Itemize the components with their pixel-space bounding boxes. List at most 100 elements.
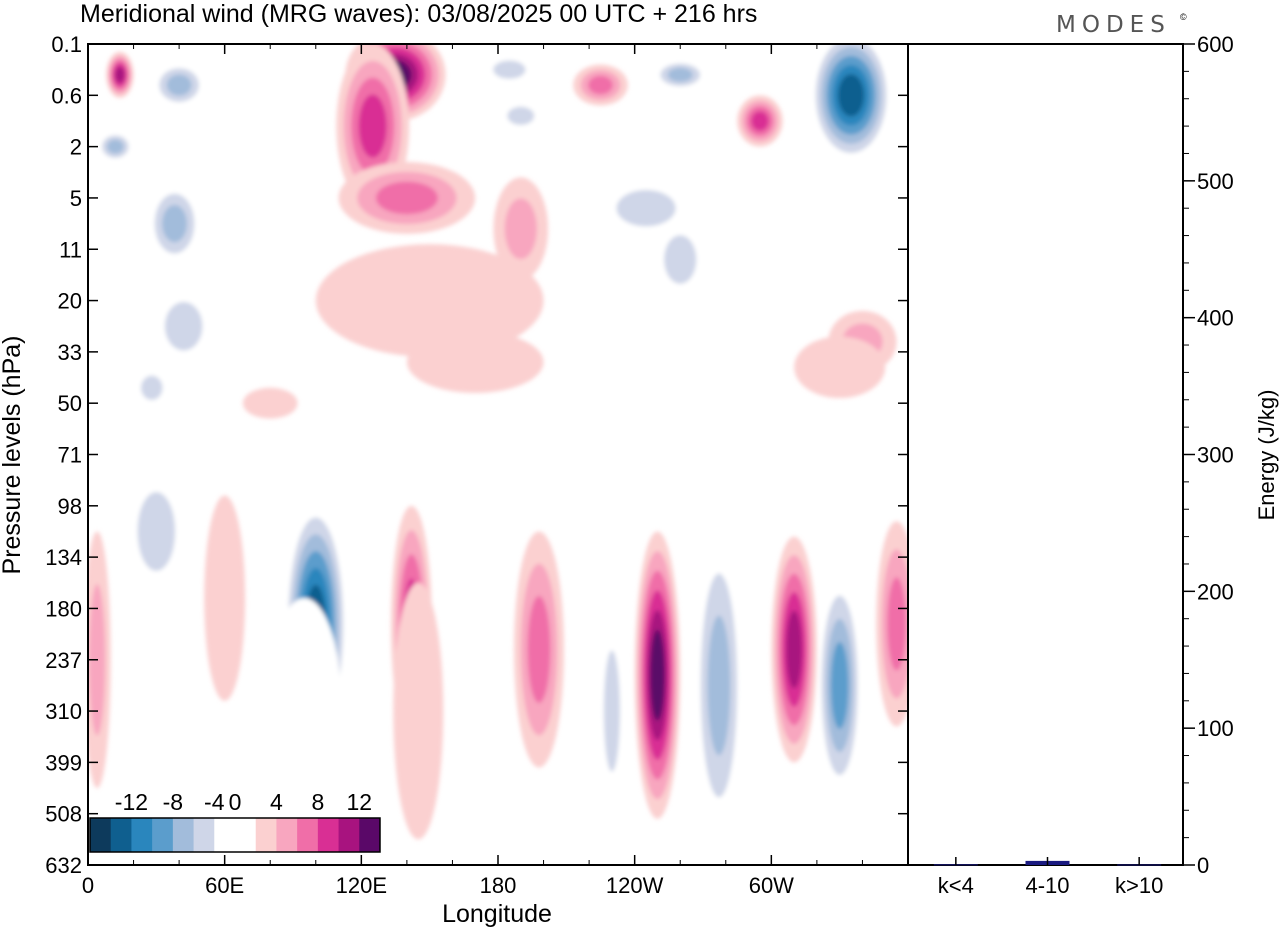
- wind-blob: [498, 100, 544, 132]
- wind-contour-level: [204, 495, 246, 701]
- colorbar: -12 -8 -4 0 4 8 12: [89, 789, 381, 853]
- energy-tick-label: 100: [1197, 716, 1234, 741]
- wind-blob: [482, 54, 537, 86]
- energy-tick-label: 500: [1197, 169, 1234, 194]
- x-tick-label: 120E: [336, 873, 387, 898]
- contour-field: [88, 44, 908, 840]
- wind-contour-level: [838, 74, 865, 117]
- colorbar-swatch: [152, 818, 174, 852]
- wind-contour-level: [406, 331, 544, 393]
- energy-tick-label: 200: [1197, 579, 1234, 604]
- y-tick-label: 508: [45, 802, 82, 827]
- y-tick-label: 0.1: [51, 32, 82, 57]
- wind-contour-level: [493, 60, 526, 79]
- y-tick-label: 2: [70, 135, 82, 160]
- wind-contour-level: [794, 336, 886, 399]
- y-tick-label: 20: [58, 289, 82, 314]
- wind-contour-level: [375, 181, 438, 215]
- energy-tick-label: 400: [1197, 306, 1234, 331]
- wind-blob: [151, 61, 207, 109]
- wind-blob: [124, 464, 189, 599]
- wind-contour-level: [616, 190, 676, 227]
- wind-blob: [810, 44, 893, 162]
- colorbar-tick-label: 12: [346, 789, 372, 815]
- energy-category-label: 4-10: [1025, 873, 1069, 898]
- x-tick-label: 120W: [606, 873, 664, 898]
- energy-bars: k<4 4-10 k>10: [933, 857, 1163, 898]
- x-axis-label: Longitude: [442, 900, 552, 928]
- wind-blob: [393, 582, 444, 840]
- x-tick-label: 0: [82, 873, 94, 898]
- x-tick-label: 60W: [749, 873, 794, 898]
- y-tick-label: 310: [45, 699, 82, 724]
- brand-mark: ©: [1180, 12, 1187, 22]
- colorbar-swatch: [214, 818, 236, 852]
- wind-contour-level: [242, 387, 298, 419]
- colorbar-swatch: [317, 818, 340, 852]
- x-tick-label: 60E: [205, 873, 244, 898]
- wind-contour-level: [358, 94, 387, 158]
- wind-contour-level: [115, 66, 125, 83]
- wind-blob: [598, 608, 626, 814]
- colorbar-tick-label: -12: [115, 789, 148, 815]
- wind-blob: [151, 285, 216, 368]
- colorbar-swatch: [255, 818, 277, 852]
- wind-blob: [693, 531, 744, 840]
- wind-blob: [267, 598, 341, 804]
- colorbar-frame: [89, 817, 381, 853]
- wind-blob: [97, 131, 134, 163]
- wind-contour-level: [315, 244, 544, 358]
- colorbar-swatch: [235, 818, 257, 852]
- wind-contour-level: [887, 577, 906, 671]
- chart-title: Meridional wind (MRG waves): 03/08/2025 …: [80, 0, 757, 28]
- y-tick-label: 11: [59, 237, 82, 262]
- y-tick-label: 632: [45, 853, 82, 878]
- wind-contour-level: [137, 492, 176, 571]
- colorbar-tick-label: 8: [311, 789, 324, 815]
- wind-blob: [652, 59, 708, 91]
- wind-contour-level: [164, 301, 203, 351]
- wind-contour-level: [664, 235, 697, 284]
- y-tick-label: 134: [45, 545, 82, 570]
- wind-contour-level: [786, 610, 802, 689]
- wind-blob: [315, 244, 544, 358]
- wind-blob: [204, 495, 246, 701]
- wind-blob: [147, 182, 202, 265]
- wind-contour-level: [472, 531, 501, 840]
- wind-blob: [242, 387, 298, 419]
- colorbar-swatch: [193, 818, 215, 852]
- wind-blob: [513, 531, 565, 768]
- wind-blob: [472, 531, 501, 840]
- wind-contour-level: [751, 111, 769, 131]
- wind-contour-level: [650, 629, 665, 721]
- wind-contour-level: [603, 650, 620, 772]
- colorbar-swatch: [297, 818, 319, 852]
- wind-blob: [106, 51, 134, 98]
- wind-contour-level: [267, 598, 341, 804]
- x-tick-label: 180: [480, 873, 517, 898]
- wind-contour-level: [504, 198, 537, 259]
- wind-contour-level: [527, 595, 551, 703]
- energy-tick-label: 600: [1197, 32, 1234, 57]
- y-tick-label: 33: [58, 340, 82, 365]
- y-tick-label: 71: [58, 443, 82, 468]
- axes: 0.1 0.6 2 5 11 20 33 50 71 98 134 180 237 310 399 508 63…: [45, 32, 1233, 898]
- colorbar-swatch: [90, 818, 112, 852]
- colorbar-swatch: [276, 818, 298, 852]
- y-tick-label: 98: [58, 494, 82, 519]
- wind-blob: [771, 536, 817, 763]
- colorbar-swatch: [172, 818, 195, 852]
- wind-blob: [634, 346, 726, 409]
- y-tick-label: 237: [45, 648, 82, 673]
- y-tick-label: 0.6: [51, 83, 82, 108]
- wind-contour-level: [393, 582, 444, 840]
- colorbar-swatch: [338, 818, 360, 852]
- y-tick-label: 399: [45, 750, 82, 775]
- wind-contour-level: [507, 106, 535, 125]
- wind-contour-level: [830, 641, 849, 729]
- wind-blob: [737, 95, 783, 147]
- energy-category-label: k<4: [938, 873, 974, 898]
- wind-contour-level: [634, 346, 726, 409]
- colorbar-tick-label: 4: [270, 789, 283, 815]
